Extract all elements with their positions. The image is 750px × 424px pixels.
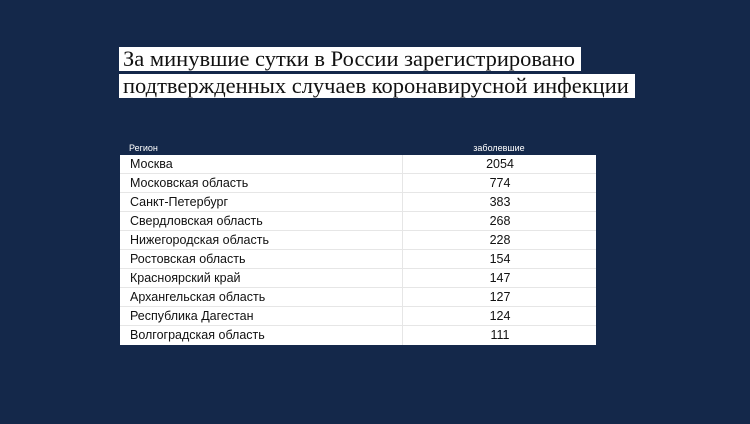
region-cell: Нижегородская область <box>130 233 269 247</box>
table-header: Регион заболевшие <box>120 142 596 155</box>
region-cell: Архангельская область <box>130 290 266 304</box>
cases-cell: 124 <box>402 307 597 326</box>
region-cell: Москва <box>130 157 173 171</box>
cases-cell: 111 <box>402 326 597 345</box>
table-row: Нижегородская область 228 <box>120 231 596 250</box>
region-cell: Санкт-Петербург <box>130 195 229 209</box>
table-row: Москва 2054 <box>120 155 596 174</box>
header-cases: заболевшие <box>473 143 525 153</box>
table-row: Свердловская область 268 <box>120 212 596 231</box>
region-cell: Ростовская область <box>130 252 246 266</box>
title-line-2: подтвержденных случаев коронавирусной ин… <box>119 74 635 98</box>
table-row: Санкт-Петербург 383 <box>120 193 596 212</box>
region-cell: Московская область <box>130 176 249 190</box>
cases-cell: 127 <box>402 288 597 307</box>
table-row: Республика Дагестан 124 <box>120 307 596 326</box>
cases-cell: 383 <box>402 193 597 212</box>
region-cell: Республика Дагестан <box>130 309 254 323</box>
cases-cell: 774 <box>402 174 597 193</box>
page-title: За минувшие сутки в России зарегистриров… <box>119 47 635 101</box>
table-row: Ростовская область 154 <box>120 250 596 269</box>
cases-cell: 147 <box>402 269 597 288</box>
cases-cell: 228 <box>402 231 597 250</box>
cases-cell: 2054 <box>402 155 597 174</box>
region-cell: Волгоградская область <box>130 328 265 342</box>
cases-table: Москва 2054 Московская область 774 Санкт-Пет… <box>120 155 596 345</box>
table-row: Архангельская область 127 <box>120 288 596 307</box>
table-row: Волгоградская область 111 <box>120 326 596 345</box>
region-cell: Свердловская область <box>130 214 263 228</box>
region-cell: Красноярский край <box>130 271 241 285</box>
header-region: Регион <box>129 143 158 153</box>
cases-cell: 268 <box>402 212 597 231</box>
table-row: Красноярский край 147 <box>120 269 596 288</box>
title-line-1: За минувшие сутки в России зарегистриров… <box>119 47 581 71</box>
table-row: Московская область 774 <box>120 174 596 193</box>
cases-cell: 154 <box>402 250 597 269</box>
